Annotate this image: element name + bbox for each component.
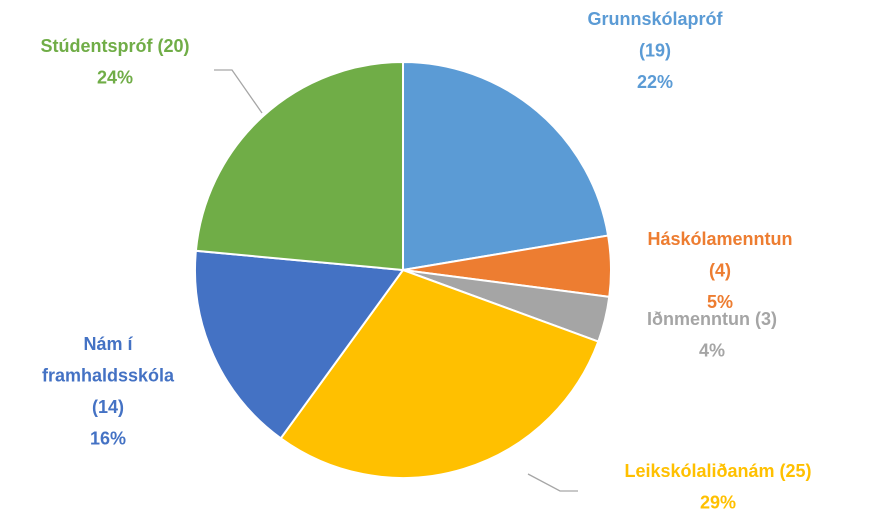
category-label: Háskólamenntun xyxy=(647,229,792,249)
category-label: Nám í xyxy=(83,334,133,354)
data-label: 22% xyxy=(637,72,673,92)
data-label: Háskólamenntun xyxy=(647,229,792,249)
data-label: 24% xyxy=(97,67,133,87)
leader-line xyxy=(214,69,263,114)
leader-line xyxy=(527,473,578,492)
data-label: Leikskólaliðanám (25) xyxy=(624,461,811,481)
data-label: Nám í xyxy=(83,334,133,354)
data-label: (14) xyxy=(92,397,124,417)
value-label: (14) xyxy=(92,397,124,417)
category-label: Leikskólaliðanám xyxy=(624,461,774,481)
percent-label: 29% xyxy=(700,492,736,512)
category-label: Stúdentspróf xyxy=(40,36,153,56)
value-label: (19) xyxy=(639,40,671,60)
pie-slice xyxy=(194,249,405,440)
data-label: 16% xyxy=(90,428,126,448)
category-label: Iðnmenntun xyxy=(647,309,750,329)
data-label: Iðnmenntun (3) xyxy=(647,309,777,329)
pie-slice xyxy=(194,60,404,272)
data-label: 5% xyxy=(707,292,733,312)
labels: Grunnskólapróf (19) 22% Háskólamenntun (4) 5%… xyxy=(40,9,811,513)
value-label: (3) xyxy=(755,309,777,329)
pie-slice xyxy=(402,60,610,272)
percent-label: 5% xyxy=(707,292,733,312)
data-label: (19) xyxy=(639,40,671,60)
value-label: (25) xyxy=(780,461,812,481)
data-label: (4) xyxy=(709,260,731,280)
data-label: Stúdentspróf (20) xyxy=(40,36,189,56)
percent-label: 24% xyxy=(97,67,133,87)
slices xyxy=(194,60,612,479)
category-label: framhaldsskóla xyxy=(42,365,175,385)
percent-label: 16% xyxy=(90,428,126,448)
percent-label: 4% xyxy=(699,340,725,360)
data-label: Grunnskólapróf xyxy=(587,9,723,29)
data-label: framhaldsskóla xyxy=(42,365,175,385)
data-label: 4% xyxy=(699,340,725,360)
data-label: 29% xyxy=(700,492,736,512)
pie-slice xyxy=(279,268,600,479)
percent-label: 22% xyxy=(637,72,673,92)
value-label: (20) xyxy=(157,36,189,56)
value-label: (4) xyxy=(709,260,731,280)
category-label: Grunnskólapróf xyxy=(587,9,723,29)
